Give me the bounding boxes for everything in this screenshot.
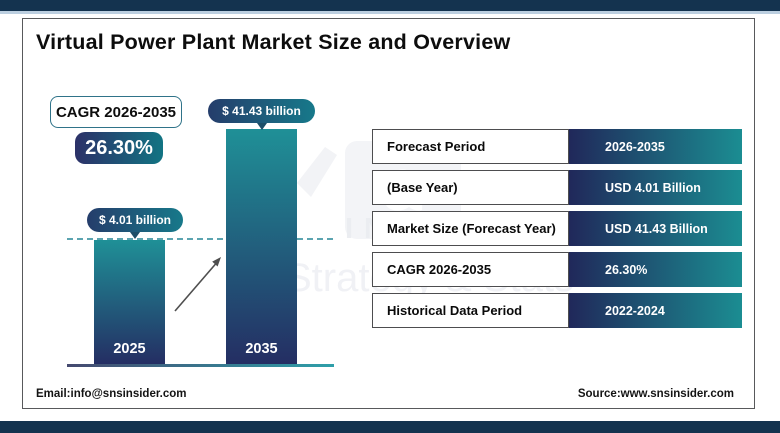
- market-overview-table: Forecast Period 2026-2035 (Base Year) US…: [372, 129, 742, 334]
- row-value: 2026-2035: [569, 129, 742, 164]
- row-value: 26.30%: [569, 252, 742, 287]
- footer-source: Source:www.snsinsider.com: [577, 388, 734, 400]
- row-label: Market Size (Forecast Year): [372, 211, 569, 246]
- table-row: Historical Data Period 2022-2024: [372, 293, 742, 328]
- bar-2035: 2035: [226, 129, 297, 364]
- table-row: (Base Year) USD 4.01 Billion: [372, 170, 742, 205]
- value-callout-2035: $ 41.43 billion: [208, 99, 315, 123]
- cagr-label: CAGR 2026-2035: [55, 103, 177, 121]
- table-row: Market Size (Forecast Year) USD 41.43 Bi…: [372, 211, 742, 246]
- row-label: CAGR 2026-2035: [372, 252, 569, 287]
- content-frame: & INSIDER Strategy & Stats Virtual Power…: [22, 18, 755, 409]
- value-label-2035: $ 41.43 billion: [222, 104, 301, 118]
- row-value: USD 41.43 Billion: [569, 211, 742, 246]
- row-label: Historical Data Period: [372, 293, 569, 328]
- row-value: USD 4.01 Billion: [569, 170, 742, 205]
- bar-category-label-2025: 2025: [113, 341, 146, 357]
- table-row: Forecast Period 2026-2035: [372, 129, 742, 164]
- row-label: (Base Year): [372, 170, 569, 205]
- value-label-2025: $ 4.01 billion: [98, 213, 172, 227]
- growth-arrow-icon: [174, 257, 221, 312]
- cagr-value: 26.30%: [85, 136, 153, 159]
- cagr-label-box: CAGR 2026-2035: [50, 96, 182, 128]
- bar-2025: 2025: [94, 240, 165, 364]
- table-row: CAGR 2026-2035 26.30%: [372, 252, 742, 287]
- value-callout-2025: $ 4.01 billion: [87, 208, 183, 232]
- footer-email: Email:info@snsinsider.com: [36, 388, 187, 400]
- dashed-reference-line: [67, 238, 333, 240]
- bottom-accent-bar: [0, 421, 780, 433]
- bar-category-label-2035: 2035: [245, 341, 278, 357]
- cagr-value-badge: 26.30%: [75, 132, 163, 164]
- chart-baseline: [67, 364, 334, 367]
- top-accent-bar: [0, 0, 780, 11]
- page-title: Virtual Power Plant Market Size and Over…: [36, 30, 511, 54]
- bar-chart: $ 4.01 billion $ 41.43 billion 2025 2035: [23, 19, 383, 408]
- row-label: Forecast Period: [372, 129, 569, 164]
- top-accent-strip: [0, 11, 780, 14]
- row-value: 2022-2024: [569, 293, 742, 328]
